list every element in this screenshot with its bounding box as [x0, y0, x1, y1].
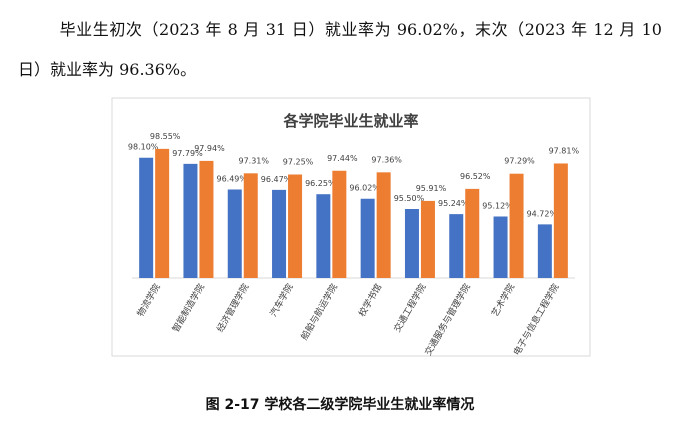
bar [376, 172, 391, 278]
value-label: 98.10% [128, 143, 159, 152]
value-label: 95.50% [394, 194, 425, 203]
value-label: 97.36% [371, 155, 402, 164]
value-label: 97.31% [238, 156, 269, 165]
bar [155, 148, 170, 278]
bar [360, 198, 375, 278]
value-label: 96.52% [460, 172, 491, 181]
bar [449, 214, 464, 278]
bar [288, 174, 303, 278]
value-label: 97.81% [549, 146, 580, 155]
value-label: 97.79% [172, 149, 203, 158]
value-label: 95.91% [416, 184, 447, 193]
bar [139, 157, 154, 278]
value-label: 96.02% [349, 184, 380, 193]
bar [537, 224, 552, 278]
bar [404, 209, 419, 278]
value-label: 96.49% [216, 174, 247, 183]
value-label: 96.47% [261, 175, 292, 184]
value-label: 97.94% [194, 144, 225, 153]
value-label: 97.44% [327, 154, 358, 163]
bar [553, 163, 568, 278]
bar [272, 189, 287, 278]
bar [420, 200, 435, 278]
bar [316, 194, 331, 278]
bar [183, 163, 198, 278]
chart-title: 各学院毕业生就业率 [282, 112, 418, 130]
value-label: 97.25% [283, 158, 314, 167]
paragraph: 毕业生初次（2023 年 8 月 31 日）就业率为 96.02%，末次（202… [18, 20, 662, 79]
value-label: 98.55% [150, 132, 181, 141]
bar [465, 188, 480, 278]
chart: 各学院毕业生就业率 98.10%98.55%物流学院97.79%97.94%智能… [111, 97, 591, 358]
bar [199, 160, 214, 278]
bar [332, 170, 347, 278]
value-label: 96.25% [305, 179, 336, 188]
value-label: 94.72% [527, 209, 558, 218]
bar [227, 189, 242, 278]
caption: 图 2-17 学校各二级学院毕业生就业率情况 [205, 397, 475, 413]
bar [493, 216, 508, 278]
value-label: 95.24% [438, 199, 469, 208]
value-label: 95.12% [482, 201, 513, 210]
bar [243, 173, 258, 278]
bar [509, 173, 524, 278]
value-label: 97.29% [504, 157, 535, 166]
